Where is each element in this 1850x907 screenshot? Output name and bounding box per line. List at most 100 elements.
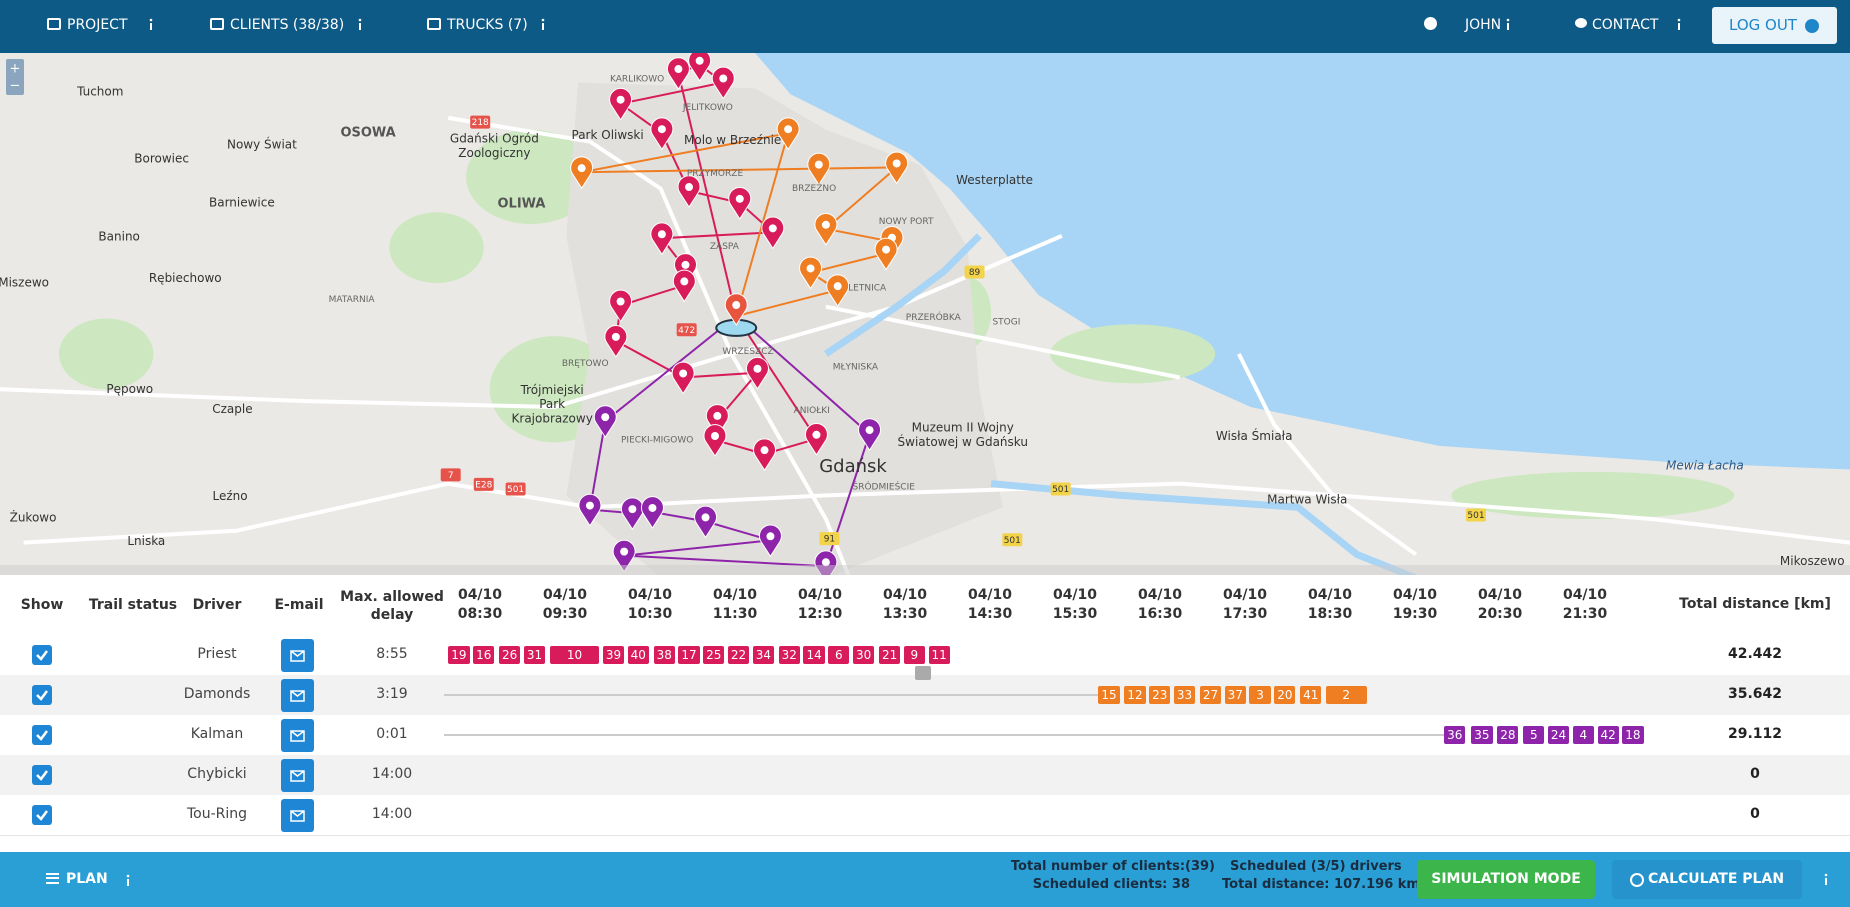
- email-button[interactable]: [281, 759, 314, 792]
- info-icon[interactable]: [1505, 18, 1511, 30]
- trail-stop[interactable]: 17: [678, 646, 700, 664]
- stat: Scheduled (3/5) drivers: [1230, 859, 1402, 874]
- trail-stop[interactable]: 16: [473, 646, 495, 664]
- contact[interactable]: CONTACT: [1592, 17, 1659, 33]
- trail-stop[interactable]: 23: [1149, 686, 1171, 704]
- pin-body: [666, 57, 690, 90]
- envelope: [290, 730, 305, 742]
- trail-stop[interactable]: 11: [928, 646, 950, 664]
- pin: [570, 156, 594, 190]
- trail-stop[interactable]: 31: [523, 646, 546, 664]
- map[interactable]: Tuchom Borowiec Nowy Świat OSOWA Barniewice O…: [0, 53, 1850, 575]
- info-icon[interactable]: [148, 18, 154, 30]
- nav-item[interactable]: CLIENTS (38/38): [230, 17, 345, 33]
- trail-stop[interactable]: 32: [778, 646, 800, 664]
- checkbox[interactable]: [32, 685, 52, 705]
- user-name[interactable]: JOHN: [1465, 17, 1502, 33]
- pin-dot: [753, 364, 762, 373]
- trail-stop[interactable]: 19: [448, 646, 470, 664]
- trail-stop[interactable]: 30: [853, 646, 875, 664]
- trail-stop[interactable]: 12: [1124, 686, 1146, 704]
- timeline-marker[interactable]: [915, 666, 931, 680]
- trail-stop[interactable]: 40: [627, 646, 649, 664]
- road-shield: [470, 115, 491, 129]
- trail-stop[interactable]: 35: [1471, 726, 1493, 744]
- email-button[interactable]: [281, 679, 314, 712]
- info-icon[interactable]: [125, 874, 131, 886]
- pin: [885, 151, 909, 185]
- trail-stop[interactable]: 33: [1173, 686, 1196, 704]
- trail-stop[interactable]: 9: [903, 646, 925, 664]
- trail-stop[interactable]: 24: [1547, 726, 1570, 744]
- envelope: [290, 650, 305, 662]
- trail-stop[interactable]: 22: [727, 646, 750, 664]
- checkbox[interactable]: [32, 725, 52, 745]
- max-delay: 0:01: [376, 726, 408, 742]
- pin-body: [570, 156, 594, 190]
- simulation-button[interactable]: SIMULATION MODE: [1417, 860, 1595, 899]
- map-label: Pępowo: [106, 382, 153, 396]
- trail-stop[interactable]: 41: [1300, 686, 1322, 704]
- info-icon[interactable]: [540, 18, 546, 30]
- pin-dot: [821, 558, 830, 567]
- pin-dot: [760, 446, 769, 455]
- info-icon[interactable]: [1676, 18, 1682, 30]
- column-header: Max. allowed delay: [340, 589, 444, 623]
- trail-stop[interactable]: 10: [549, 646, 600, 664]
- email-button[interactable]: [281, 719, 314, 752]
- column-header: Driver: [192, 597, 242, 613]
- trail-stop[interactable]: 4: [1572, 726, 1594, 744]
- pin-dot: [713, 411, 722, 420]
- trail-stop[interactable]: 34: [752, 646, 774, 664]
- trail-stop[interactable]: 39: [602, 646, 625, 664]
- map-label: Wisła Śmiała: [1216, 428, 1293, 443]
- trail-stop[interactable]: 20: [1274, 686, 1296, 704]
- pin-body: [671, 361, 695, 395]
- trail-stop[interactable]: 26: [499, 646, 521, 664]
- trail-stop[interactable]: 27: [1199, 686, 1222, 704]
- trail-stop[interactable]: 15: [1098, 686, 1120, 704]
- trail-stop[interactable]: 21: [878, 646, 901, 664]
- pin: [650, 117, 674, 151]
- map-label: ANIOŁKI: [794, 406, 830, 416]
- email-button[interactable]: [281, 799, 314, 832]
- map-label: Tuchom: [76, 84, 123, 98]
- trail-stop[interactable]: 5: [1523, 726, 1545, 744]
- pin-body: [746, 356, 769, 390]
- zoom-in: +: [10, 62, 21, 77]
- trail-stop[interactable]: 14: [803, 646, 825, 664]
- pin-dot: [710, 431, 719, 440]
- trail-stop[interactable]: 2: [1325, 686, 1367, 704]
- pin-dot: [681, 260, 690, 269]
- trail-stop[interactable]: 3: [1249, 686, 1271, 704]
- nav-item[interactable]: TRUCKS (7): [447, 17, 528, 33]
- info-icon[interactable]: [1823, 873, 1829, 885]
- max-delay: 8:55: [376, 646, 408, 662]
- trail-stop[interactable]: 38: [653, 646, 675, 664]
- trail-stop[interactable]: 6: [828, 646, 850, 664]
- driver-name: Priest: [197, 646, 237, 662]
- plan-menu[interactable]: PLAN: [66, 871, 108, 887]
- road-shield: [819, 532, 840, 546]
- pin: [671, 361, 695, 395]
- driver-name: Kalman: [190, 726, 244, 742]
- checkbox[interactable]: [32, 765, 52, 785]
- trail-stop[interactable]: 18: [1622, 726, 1644, 744]
- nav-item[interactable]: PROJECT: [67, 17, 128, 33]
- time-date: 04/10: [1222, 587, 1268, 603]
- total-distance: 42.442: [1727, 646, 1783, 662]
- time-date: 04/10: [712, 587, 758, 603]
- trail-stop[interactable]: 42: [1597, 726, 1619, 744]
- time-hour: 15:30: [1052, 606, 1098, 622]
- trail-stop[interactable]: 28: [1497, 726, 1519, 744]
- pin-dot: [577, 164, 586, 173]
- total-distance: 0: [1750, 766, 1760, 782]
- trail-stop[interactable]: 37: [1224, 686, 1246, 704]
- checkbox[interactable]: [32, 645, 52, 665]
- trail-stop[interactable]: 36: [1444, 726, 1466, 744]
- info-icon[interactable]: [357, 18, 363, 30]
- stat: Scheduled clients: 38: [1032, 877, 1190, 892]
- trail-stop[interactable]: 25: [703, 646, 725, 664]
- checkbox[interactable]: [32, 805, 52, 825]
- email-button[interactable]: [281, 639, 314, 672]
